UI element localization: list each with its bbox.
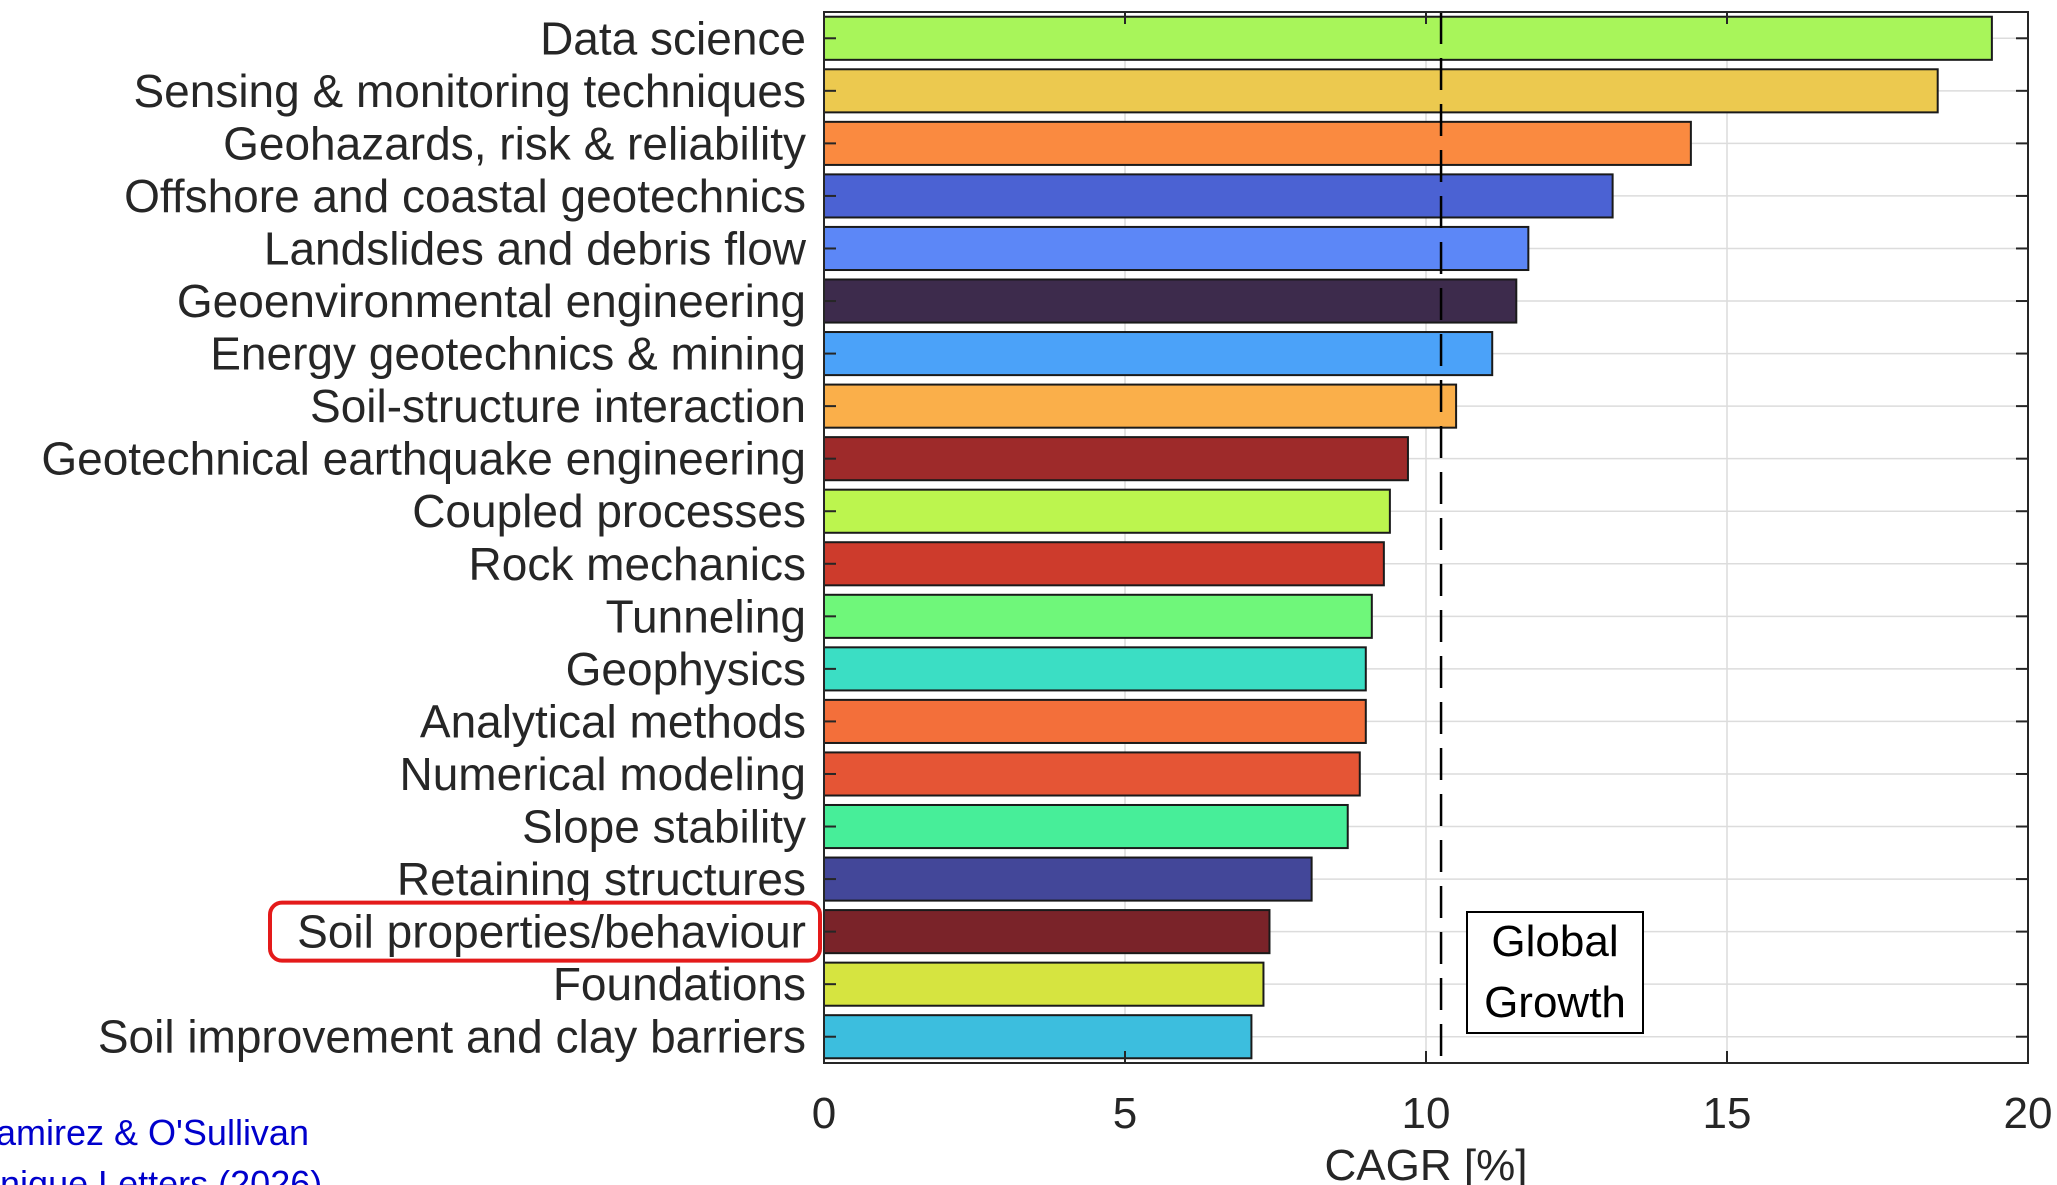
x-axis-title: CAGR [%] [1325,1141,1528,1185]
bar [823,68,1939,114]
category-label: Energy geotechnics & mining [210,328,806,380]
category-label: Numerical modeling [400,748,807,800]
credit-line-2: chnique Letters (2026) [0,1163,322,1185]
bar [823,1014,1253,1060]
bar [823,856,1313,902]
x-tick-labels: 0 5 10 15 20 [812,1089,2053,1138]
credit-line-1: amirez & O'Sullivan [0,1112,309,1153]
category-label: Soil-structure interaction [310,380,806,432]
category-label: Offshore and coastal geotechnics [124,170,806,222]
x-tick-label: 5 [1113,1089,1137,1138]
annotation-line-2: Growth [1484,978,1626,1027]
bar [823,593,1373,639]
bar [823,278,1518,324]
category-label: Geotechnical earthquake engineering [41,433,806,485]
category-label: Sensing & monitoring techniques [133,65,806,117]
bar [823,383,1458,429]
category-label: Data science [540,12,806,64]
category-label: Foundations [553,958,806,1010]
grid-lines [824,12,2028,1063]
annotation-box: Global Growth [1466,911,1644,1034]
bars [823,15,1993,1060]
bar [823,803,1349,850]
annotation-line-1: Global [1491,917,1618,966]
bar [823,120,1692,166]
x-tick-label: 15 [1703,1089,1752,1138]
bar [823,15,1993,61]
bar [823,331,1494,377]
bar [823,751,1361,797]
bar [823,541,1385,587]
bar [823,909,1271,955]
category-label: Geohazards, risk & reliability [223,117,806,169]
category-label: Tunneling [606,590,806,642]
x-tick-label: 10 [1402,1089,1451,1138]
x-tick-label: 0 [812,1089,836,1138]
bar [823,488,1391,534]
category-label: Coupled processes [412,485,806,537]
category-label: Slope stability [522,801,806,853]
bar [823,173,1614,219]
bar [823,225,1530,272]
category-label: Soil improvement and clay barriers [98,1011,806,1063]
axis-ticks [823,12,2029,1063]
annotation-frame [1466,911,1644,1034]
bar [823,961,1265,1007]
bar [823,436,1409,482]
category-label: Geophysics [566,643,806,695]
bar [823,698,1367,744]
category-label: Geoenvironmental engineering [177,275,806,327]
category-label: Rock mechanics [469,538,806,590]
bar [823,646,1367,692]
category-label: Retaining structures [397,853,806,905]
category-label: Soil properties/behaviour [297,906,806,958]
highlight-box [268,900,822,963]
x-tick-label: 20 [2004,1089,2053,1138]
category-label: Analytical methods [420,695,806,747]
category-label: Landslides and debris flow [264,222,807,274]
